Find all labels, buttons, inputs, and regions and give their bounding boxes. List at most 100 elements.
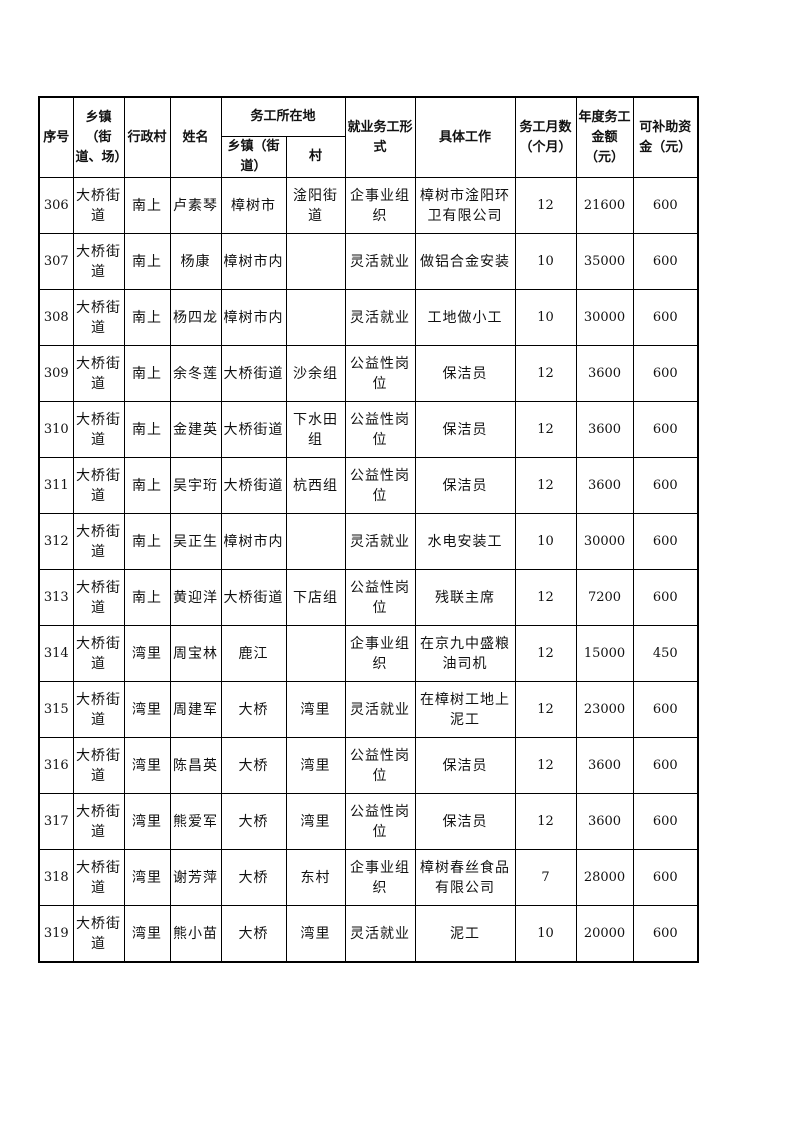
cell-seq: 315: [38, 681, 74, 738]
cell-amount: 30000: [575, 289, 634, 346]
cell-seq: 311: [38, 457, 74, 514]
cell-subsidy: 600: [632, 457, 699, 514]
cell-work-village: [285, 625, 346, 682]
cell-village: 湾里: [123, 849, 171, 906]
cell-name: 周宝林: [169, 625, 222, 682]
cell-work-village: 杭西组: [285, 457, 346, 514]
cell-work-village: [285, 233, 346, 290]
table-row: 315 大桥街道 湾里 周建军 大桥 湾里 灵活就业 在樟树工地上泥工 12 23000 600: [38, 681, 699, 738]
table-row: 306 大桥街道 南上 卢素琴 樟树市 淦阳街道 企事业组织 樟树市淦阳环卫有限公司 12 216…: [38, 177, 699, 234]
cell-town: 大桥街道: [72, 625, 125, 682]
cell-seq: 306: [38, 177, 74, 234]
cell-name: 余冬莲: [169, 345, 222, 402]
table-row: 318 大桥街道 湾里 谢芳萍 大桥 东村 企事业组织 樟树春丝食品有限公司 7 28000 600: [38, 849, 699, 906]
cell-subsidy: 600: [632, 233, 699, 290]
cell-form: 灵活就业: [344, 681, 416, 738]
table-row: 311 大桥街道 南上 吴宇珩 大桥街道 杭西组 公益性岗位 保洁员 12 3600 600: [38, 457, 699, 514]
header-village: 行政村: [123, 96, 171, 178]
cell-seq: 318: [38, 849, 74, 906]
cell-work-village: 沙余组: [285, 345, 346, 402]
cell-subsidy: 600: [632, 345, 699, 402]
cell-name: 谢芳萍: [169, 849, 222, 906]
cell-village: 湾里: [123, 905, 171, 963]
cell-amount: 3600: [575, 345, 634, 402]
cell-work-town: 大桥: [220, 905, 287, 963]
cell-village: 南上: [123, 345, 171, 402]
cell-subsidy: 600: [632, 177, 699, 234]
cell-seq: 319: [38, 905, 74, 963]
cell-seq: 309: [38, 345, 74, 402]
cell-job: 保洁员: [414, 401, 516, 458]
cell-village: 湾里: [123, 737, 171, 794]
employment-subsidy-table: 序号 乡镇（街道、场） 行政村 姓名 务工所在地 就业务工形式 具体工作 务工月…: [38, 96, 700, 963]
cell-name: 熊爱军: [169, 793, 222, 850]
cell-name: 陈昌英: [169, 737, 222, 794]
cell-subsidy: 600: [632, 793, 699, 850]
cell-work-village: 湾里: [285, 681, 346, 738]
cell-months: 12: [514, 457, 577, 514]
cell-work-village: 湾里: [285, 905, 346, 963]
cell-job: 樟树春丝食品有限公司: [414, 849, 516, 906]
cell-town: 大桥街道: [72, 849, 125, 906]
cell-subsidy: 600: [632, 401, 699, 458]
cell-work-village: 下店组: [285, 569, 346, 626]
cell-work-town: 大桥: [220, 849, 287, 906]
cell-town: 大桥街道: [72, 681, 125, 738]
table-row: 317 大桥街道 湾里 熊爱军 大桥 湾里 公益性岗位 保洁员 12 3600 600: [38, 793, 699, 850]
cell-name: 熊小苗: [169, 905, 222, 963]
header-annual-amount: 年度务工金额（元）: [575, 96, 634, 178]
table-row: 314 大桥街道 湾里 周宝林 鹿江 企事业组织 在京九中盛粮油司机 12 15000 450: [38, 625, 699, 682]
cell-amount: 30000: [575, 513, 634, 570]
cell-subsidy: 600: [632, 737, 699, 794]
cell-job: 保洁员: [414, 457, 516, 514]
cell-months: 10: [514, 513, 577, 570]
cell-seq: 313: [38, 569, 74, 626]
header-work-location: 务工所在地: [220, 96, 346, 137]
cell-village: 湾里: [123, 681, 171, 738]
cell-work-town: 樟树市内: [220, 513, 287, 570]
cell-seq: 308: [38, 289, 74, 346]
cell-job: 保洁员: [414, 793, 516, 850]
table-row: 316 大桥街道 湾里 陈昌英 大桥 湾里 公益性岗位 保洁员 12 3600 600: [38, 737, 699, 794]
cell-subsidy: 600: [632, 849, 699, 906]
cell-work-town: 樟树市内: [220, 233, 287, 290]
cell-months: 10: [514, 289, 577, 346]
header-work-village: 村: [285, 136, 346, 178]
cell-town: 大桥街道: [72, 905, 125, 963]
cell-village: 南上: [123, 401, 171, 458]
cell-form: 灵活就业: [344, 289, 416, 346]
cell-work-village: 下水田组: [285, 401, 346, 458]
cell-months: 12: [514, 177, 577, 234]
cell-form: 公益性岗位: [344, 737, 416, 794]
cell-town: 大桥街道: [72, 793, 125, 850]
cell-work-village: [285, 289, 346, 346]
table-row: 307 大桥街道 南上 杨康 樟树市内 灵活就业 做铝合金安装 10 35000 600: [38, 233, 699, 290]
table-row: 309 大桥街道 南上 余冬莲 大桥街道 沙余组 公益性岗位 保洁员 12 3600 600: [38, 345, 699, 402]
header-town: 乡镇（街道、场）: [72, 96, 125, 178]
cell-job: 樟树市淦阳环卫有限公司: [414, 177, 516, 234]
cell-village: 湾里: [123, 625, 171, 682]
cell-village: 南上: [123, 569, 171, 626]
cell-name: 黄迎洋: [169, 569, 222, 626]
cell-name: 杨康: [169, 233, 222, 290]
cell-village: 南上: [123, 177, 171, 234]
table-row: 312 大桥街道 南上 吴正生 樟树市内 灵活就业 水电安装工 10 30000 600: [38, 513, 699, 570]
table-row: 308 大桥街道 南上 杨四龙 樟树市内 灵活就业 工地做小工 10 30000 600: [38, 289, 699, 346]
cell-town: 大桥街道: [72, 513, 125, 570]
cell-work-town: 鹿江: [220, 625, 287, 682]
header-employment-form: 就业务工形式: [344, 96, 416, 178]
cell-seq: 312: [38, 513, 74, 570]
table-row: 310 大桥街道 南上 金建英 大桥街道 下水田组 公益性岗位 保洁员 12 3600 600: [38, 401, 699, 458]
cell-seq: 317: [38, 793, 74, 850]
cell-village: 湾里: [123, 793, 171, 850]
cell-amount: 3600: [575, 737, 634, 794]
cell-work-town: 大桥街道: [220, 401, 287, 458]
cell-job: 泥工: [414, 905, 516, 963]
header-seq: 序号: [38, 96, 74, 178]
cell-job: 水电安装工: [414, 513, 516, 570]
cell-amount: 23000: [575, 681, 634, 738]
cell-job: 在樟树工地上泥工: [414, 681, 516, 738]
cell-months: 12: [514, 569, 577, 626]
cell-form: 公益性岗位: [344, 345, 416, 402]
header-subsidy: 可补助资金（元）: [632, 96, 699, 178]
